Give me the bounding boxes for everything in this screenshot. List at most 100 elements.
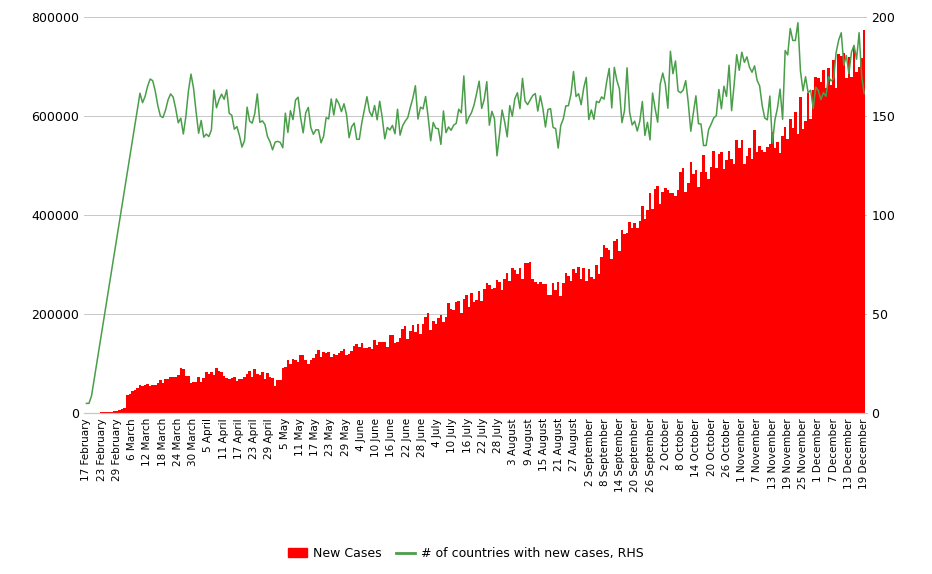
Bar bbox=[177, 375, 180, 413]
Bar bbox=[547, 295, 549, 413]
Bar bbox=[212, 375, 215, 413]
Bar bbox=[123, 409, 126, 413]
Bar bbox=[766, 147, 769, 413]
Bar bbox=[317, 350, 320, 413]
Bar bbox=[809, 119, 812, 413]
Bar bbox=[853, 46, 856, 413]
Bar bbox=[835, 88, 838, 413]
Bar bbox=[582, 267, 585, 413]
Bar bbox=[587, 269, 590, 413]
Bar bbox=[187, 377, 190, 413]
Bar bbox=[807, 93, 809, 413]
Bar bbox=[458, 301, 460, 413]
Bar bbox=[103, 412, 105, 413]
Bar bbox=[295, 360, 296, 413]
Bar bbox=[361, 343, 363, 413]
Bar bbox=[799, 97, 802, 413]
Bar bbox=[753, 130, 756, 413]
Bar bbox=[430, 329, 432, 413]
Bar bbox=[499, 282, 500, 413]
Bar bbox=[569, 281, 572, 413]
Bar bbox=[142, 386, 144, 413]
Bar bbox=[843, 53, 845, 413]
Bar bbox=[146, 383, 149, 413]
Bar bbox=[434, 324, 437, 413]
Bar bbox=[804, 122, 807, 413]
Bar bbox=[251, 377, 254, 413]
Bar bbox=[544, 284, 547, 413]
Bar bbox=[537, 284, 539, 413]
Bar bbox=[296, 362, 299, 413]
Bar bbox=[129, 394, 131, 413]
Bar bbox=[419, 333, 422, 413]
Bar bbox=[715, 168, 718, 413]
Bar bbox=[414, 332, 417, 413]
Bar bbox=[315, 354, 317, 413]
Bar bbox=[682, 168, 684, 413]
Bar bbox=[333, 354, 336, 413]
Bar bbox=[159, 380, 161, 413]
Bar bbox=[596, 265, 597, 413]
Bar bbox=[555, 290, 557, 413]
Bar bbox=[624, 234, 625, 413]
Bar bbox=[761, 150, 763, 413]
Bar bbox=[240, 379, 243, 413]
Bar bbox=[246, 374, 248, 413]
Bar bbox=[840, 56, 843, 413]
Bar bbox=[585, 281, 587, 413]
Bar bbox=[468, 307, 471, 413]
Bar bbox=[233, 377, 236, 413]
Bar bbox=[694, 170, 697, 413]
Bar bbox=[302, 355, 305, 413]
Bar bbox=[452, 309, 455, 413]
Bar bbox=[105, 412, 108, 413]
Bar bbox=[863, 30, 866, 413]
Bar bbox=[161, 383, 164, 413]
Bar bbox=[503, 279, 506, 413]
Bar bbox=[541, 284, 544, 413]
Bar bbox=[776, 142, 779, 413]
Bar bbox=[205, 371, 208, 413]
Bar bbox=[116, 411, 118, 413]
Bar bbox=[756, 152, 759, 413]
Bar bbox=[404, 326, 406, 413]
Bar bbox=[223, 376, 226, 413]
Bar bbox=[600, 257, 603, 413]
Bar bbox=[133, 390, 136, 413]
Bar bbox=[305, 360, 307, 413]
Bar bbox=[279, 380, 281, 413]
Bar bbox=[486, 283, 488, 413]
Bar bbox=[254, 369, 256, 413]
Bar bbox=[568, 277, 569, 413]
Bar bbox=[534, 282, 537, 413]
Bar bbox=[528, 262, 531, 413]
Bar bbox=[516, 274, 519, 413]
Bar bbox=[220, 372, 223, 413]
Bar bbox=[473, 302, 475, 413]
Bar bbox=[337, 354, 340, 413]
Bar bbox=[549, 294, 552, 413]
Bar bbox=[118, 410, 121, 413]
Bar bbox=[180, 369, 182, 413]
Bar bbox=[722, 169, 725, 413]
Bar bbox=[355, 344, 358, 413]
Bar bbox=[121, 409, 123, 413]
Bar bbox=[274, 386, 277, 413]
Bar bbox=[287, 360, 289, 413]
Bar bbox=[791, 129, 794, 413]
Bar bbox=[195, 382, 198, 413]
Bar bbox=[111, 412, 113, 413]
Bar bbox=[320, 357, 322, 413]
Bar bbox=[299, 355, 302, 413]
Bar bbox=[664, 188, 666, 413]
Bar bbox=[519, 268, 521, 413]
Bar bbox=[399, 338, 402, 413]
Bar bbox=[649, 193, 651, 413]
Bar bbox=[350, 351, 353, 413]
Bar bbox=[396, 342, 399, 413]
Bar bbox=[149, 386, 152, 413]
Bar bbox=[447, 303, 450, 413]
Bar bbox=[552, 284, 555, 413]
Bar bbox=[284, 367, 287, 413]
Bar bbox=[593, 279, 596, 413]
